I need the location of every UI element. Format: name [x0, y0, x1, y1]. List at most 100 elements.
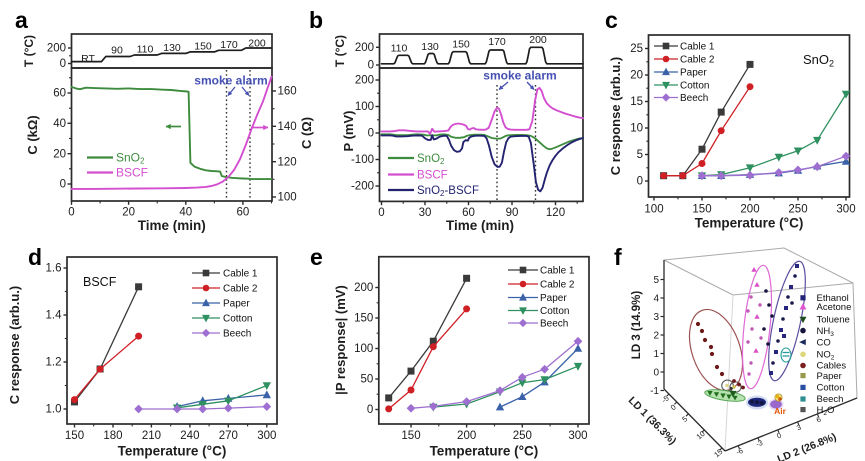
svg-text:smoke alarm: smoke alarm	[194, 74, 267, 88]
svg-text:|P response| (mV): |P response| (mV)	[333, 285, 348, 395]
svg-text:110: 110	[137, 44, 154, 56]
svg-text:Cotton: Cotton	[223, 314, 252, 325]
svg-text:3: 3	[653, 312, 659, 323]
svg-text:150: 150	[354, 313, 373, 325]
svg-text:-6: -6	[735, 446, 745, 457]
svg-text:0: 0	[68, 207, 74, 219]
svg-text:Paper: Paper	[223, 299, 250, 310]
svg-text:Air: Air	[774, 406, 787, 416]
svg-text:Temperature (°C): Temperature (°C)	[118, 444, 227, 459]
svg-text:120: 120	[278, 156, 297, 168]
svg-text:90: 90	[506, 207, 519, 219]
svg-text:180: 180	[103, 430, 122, 442]
svg-text:BSCF: BSCF	[83, 275, 117, 289]
svg-text:Beech: Beech	[223, 329, 251, 340]
svg-text:5: 5	[653, 275, 659, 286]
svg-text:30: 30	[419, 207, 432, 219]
svg-text:T (°C): T (°C)	[22, 35, 36, 67]
svg-text:C (Ω): C (Ω)	[299, 117, 314, 149]
svg-text:1.0: 1.0	[46, 404, 62, 416]
svg-text:a: a	[15, 7, 28, 33]
svg-text:0: 0	[60, 179, 66, 191]
svg-text:1.2: 1.2	[46, 357, 62, 369]
svg-text:50: 50	[361, 374, 374, 386]
svg-text:15: 15	[630, 96, 643, 108]
svg-text:5: 5	[637, 149, 643, 161]
svg-text:5: 5	[680, 414, 689, 424]
svg-text:300: 300	[568, 430, 587, 442]
svg-text:Cable 2: Cable 2	[680, 55, 715, 66]
svg-text:Ethanol: Ethanol	[817, 293, 849, 304]
svg-text:20: 20	[53, 148, 66, 160]
svg-text:0: 0	[669, 403, 678, 413]
svg-text:CO: CO	[817, 337, 831, 348]
svg-text:40: 40	[53, 118, 66, 130]
svg-text:-100: -100	[351, 154, 374, 166]
svg-text:C response (arb.u.): C response (arb.u.)	[608, 57, 623, 175]
svg-text:240: 240	[180, 430, 199, 442]
svg-text:Time (min): Time (min)	[138, 218, 206, 233]
svg-text:H2O: H2O	[817, 405, 835, 417]
svg-text:25: 25	[630, 43, 643, 55]
svg-text:3: 3	[795, 423, 802, 433]
svg-text:60: 60	[237, 207, 250, 219]
svg-text:200: 200	[740, 204, 759, 216]
svg-text:40: 40	[179, 207, 192, 219]
svg-text:SnO2: SnO2	[417, 153, 445, 166]
svg-text:120: 120	[546, 207, 565, 219]
svg-text:170: 170	[488, 36, 506, 48]
svg-text:f: f	[614, 244, 622, 270]
svg-text:c: c	[605, 7, 618, 33]
svg-text:270: 270	[219, 430, 238, 442]
svg-text:Cable 1: Cable 1	[223, 269, 258, 280]
svg-text:200: 200	[529, 34, 547, 46]
svg-text:C (kΩ): C (kΩ)	[25, 115, 40, 154]
svg-text:-5: -5	[660, 394, 671, 405]
svg-text:BSCF: BSCF	[417, 170, 448, 182]
svg-text:150: 150	[452, 39, 470, 51]
svg-text:0: 0	[775, 431, 782, 441]
svg-text:Cables: Cables	[817, 361, 847, 372]
svg-text:2: 2	[653, 330, 659, 341]
svg-text:e: e	[310, 244, 323, 270]
svg-text:SnO2: SnO2	[803, 52, 834, 69]
svg-text:300: 300	[257, 430, 276, 442]
svg-text:0: 0	[637, 176, 643, 188]
svg-text:110: 110	[391, 43, 408, 55]
svg-text:-200: -200	[351, 181, 374, 193]
svg-text:20: 20	[122, 207, 135, 219]
svg-text:160: 160	[278, 86, 297, 98]
svg-text:150: 150	[65, 430, 84, 442]
svg-text:130: 130	[163, 42, 181, 54]
svg-text:1: 1	[653, 349, 659, 360]
svg-text:-3: -3	[754, 438, 764, 449]
svg-text:130: 130	[421, 41, 439, 53]
svg-text:Paper: Paper	[680, 68, 707, 79]
svg-text:4: 4	[653, 293, 659, 304]
svg-text:T (°C): T (°C)	[333, 35, 347, 67]
svg-text:Paper: Paper	[540, 293, 567, 304]
svg-text:6: 6	[815, 415, 822, 425]
svg-text:100: 100	[354, 343, 373, 355]
svg-text:200: 200	[355, 75, 374, 87]
svg-text:Cotton: Cotton	[540, 306, 569, 317]
svg-text:150: 150	[194, 41, 212, 53]
svg-text:20: 20	[630, 70, 643, 82]
svg-text:0: 0	[367, 404, 373, 416]
svg-text:90: 90	[111, 45, 123, 57]
svg-text:300: 300	[836, 204, 855, 216]
svg-text:1.4: 1.4	[46, 310, 63, 322]
svg-text:b: b	[309, 7, 323, 33]
svg-text:BSCF: BSCF	[116, 166, 148, 180]
svg-text:200: 200	[355, 42, 374, 54]
svg-text:SnO2-BSCF: SnO2-BSCF	[417, 185, 479, 198]
svg-text:Cable 2: Cable 2	[223, 284, 258, 295]
svg-text:-1: -1	[650, 386, 659, 397]
svg-text:Cable 2: Cable 2	[540, 280, 575, 291]
svg-text:LD 3 (14.9%): LD 3 (14.9%)	[631, 291, 643, 360]
svg-text:Cable 1: Cable 1	[680, 42, 715, 53]
svg-text:C response (arb.u.): C response (arb.u.)	[7, 286, 22, 404]
svg-text:150: 150	[401, 430, 420, 442]
svg-text:smoke alarm: smoke alarm	[483, 69, 556, 83]
svg-text:250: 250	[788, 204, 807, 216]
